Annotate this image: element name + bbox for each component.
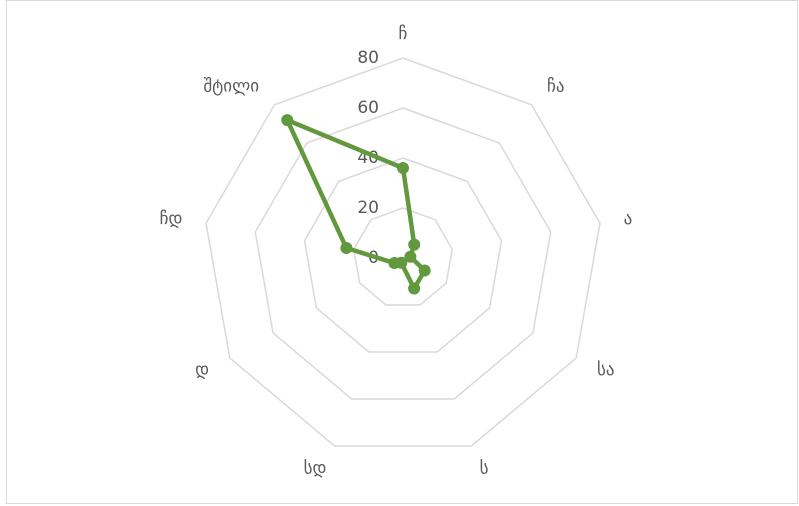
data-point bbox=[418, 264, 431, 277]
data-point bbox=[281, 114, 294, 127]
r-tick-label: 20 bbox=[357, 198, 379, 218]
category-label: დ bbox=[195, 360, 209, 380]
data-point bbox=[397, 162, 409, 174]
data-point bbox=[340, 242, 353, 255]
grid-ring bbox=[254, 107, 552, 400]
grid-ring bbox=[303, 157, 503, 353]
category-label: შტილი bbox=[203, 76, 259, 96]
data-point bbox=[408, 282, 421, 295]
category-label: ჩ bbox=[399, 24, 408, 44]
category-label: სდ bbox=[304, 458, 327, 478]
data-point bbox=[408, 238, 421, 251]
chart-frame bbox=[6, 0, 798, 504]
category-label: სა bbox=[597, 360, 615, 380]
r-tick-label: 80 bbox=[357, 48, 379, 68]
grid-ring bbox=[205, 57, 601, 447]
category-label: ა bbox=[624, 209, 633, 229]
category-label: ს bbox=[480, 458, 489, 478]
category-label: ჩდ bbox=[160, 209, 183, 229]
category-label: ჩა bbox=[547, 76, 565, 96]
grid-ring bbox=[352, 207, 454, 306]
series-line bbox=[285, 117, 427, 291]
data-point bbox=[404, 250, 417, 263]
data-point bbox=[388, 257, 401, 269]
r-tick-label: 60 bbox=[357, 98, 379, 118]
